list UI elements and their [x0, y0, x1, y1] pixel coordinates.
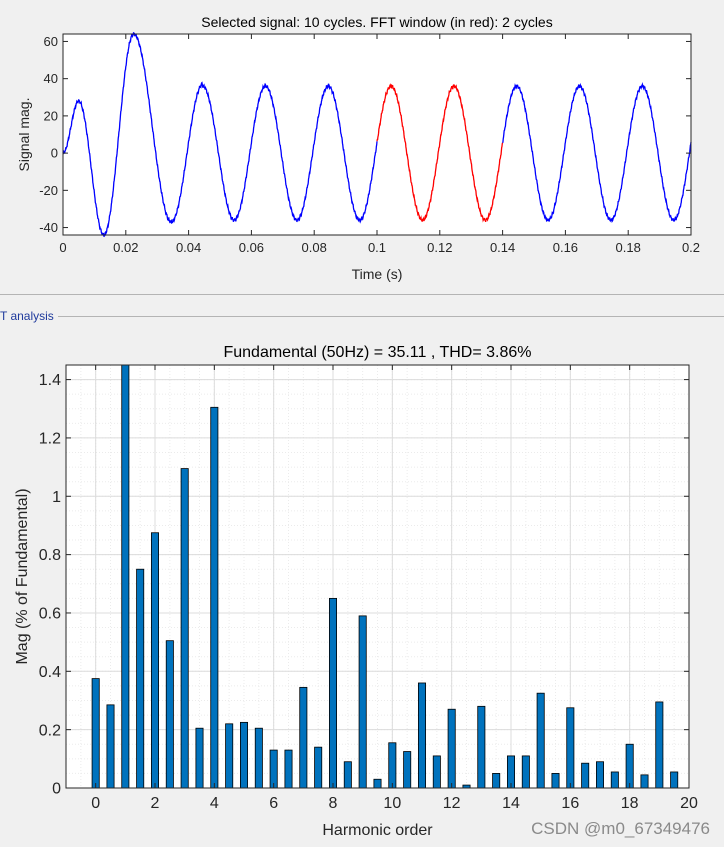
harmonic-x-tick-label: 16 — [561, 795, 579, 812]
harmonic-bar — [655, 701, 664, 789]
harmonic-decor: 0 2 4 6 8 10 12 14 16 18 20 0 0.2 0.4 0.6 0.8 1 1.2 1.4 — [39, 364, 698, 812]
harmonic-axes-box — [65, 364, 690, 789]
harmonic-bar — [566, 707, 575, 789]
harmonic-x-tick-label: 10 — [383, 795, 401, 812]
harmonic-bar — [432, 755, 441, 789]
signal-x-tick-label: 0.08 — [302, 240, 327, 255]
signal-line-after-window — [502, 82, 692, 224]
signal-axes — [63, 34, 691, 235]
signal-x-tick-label: 0.1 — [368, 240, 386, 255]
harmonic-bar — [150, 532, 159, 789]
harmonic-x-label: Harmonic order — [322, 822, 433, 839]
harmonic-bar — [269, 749, 278, 789]
harmonic-y-tick-label: 0.4 — [39, 664, 61, 681]
harmonic-bar — [225, 723, 234, 789]
harmonic-bar — [417, 682, 426, 789]
harmonic-bar — [328, 597, 337, 789]
harmonic-bar — [314, 746, 323, 789]
signal-x-tick-label: 0.2 — [682, 240, 700, 255]
harmonic-axes — [65, 364, 690, 789]
harmonic-bar — [521, 755, 530, 789]
harmonic-y-tick-label: 0.8 — [39, 547, 61, 564]
harmonic-bar — [581, 762, 590, 789]
signal-line-before-window — [62, 32, 378, 238]
panel-border — [0, 316, 724, 317]
harmonic-bars — [91, 364, 679, 789]
harmonic-bar — [239, 721, 248, 789]
harmonic-bar — [670, 771, 679, 789]
harmonic-y-tick-label: 1.2 — [39, 431, 61, 448]
signal-x-tick-label: 0.14 — [490, 240, 515, 255]
harmonic-bar — [254, 727, 263, 789]
harmonic-y-tick-label: 0.2 — [39, 722, 61, 739]
harmonic-x-tick-label: 14 — [502, 795, 520, 812]
harmonic-bar — [299, 686, 308, 789]
signal-y-tick-label: 0 — [51, 146, 58, 161]
harmonic-bar — [358, 615, 367, 789]
fft-panel-title: T analysis — [0, 309, 58, 323]
harmonic-bar — [121, 364, 130, 789]
signal-plot-area — [63, 34, 691, 235]
signal-x-tick-label: 0.12 — [427, 240, 452, 255]
signal-x-tick-label: 0.06 — [239, 240, 264, 255]
harmonic-bar — [91, 678, 100, 789]
harmonic-bar — [596, 761, 605, 789]
panel-separator — [0, 294, 724, 295]
signal-x-label: Time (s) — [352, 266, 403, 282]
harmonic-bar — [210, 406, 219, 789]
harmonic-y-tick-label: 1 — [52, 489, 61, 506]
harmonic-x-tick-label: 8 — [329, 795, 338, 812]
harmonic-bar — [284, 749, 293, 789]
signal-x-tick-label: 0 — [59, 240, 66, 255]
signal-y-tick-label: -20 — [39, 183, 58, 198]
harmonic-bar — [165, 640, 174, 789]
harmonic-bar — [536, 692, 545, 789]
signal-x-tick-label: 0.02 — [113, 240, 138, 255]
signal-x-tick-label: 0.04 — [176, 240, 201, 255]
harmonic-x-tick-label: 0 — [91, 795, 100, 812]
signal-y-tick-label: 60 — [44, 34, 58, 49]
harmonic-y-tick-label: 0 — [52, 781, 61, 798]
watermark: CSDN @m0_67349476 — [531, 819, 710, 838]
harmonic-bar — [106, 704, 115, 789]
harmonic-bar — [447, 708, 456, 789]
harmonic-bar — [373, 778, 382, 789]
signal-x-tick-label: 0.18 — [616, 240, 641, 255]
harmonic-bar — [551, 773, 560, 789]
fft-window-line — [376, 83, 504, 223]
harmonic-bar — [477, 705, 486, 789]
harmonic-bar — [492, 773, 501, 789]
harmonic-bar — [610, 771, 619, 789]
harmonic-bar — [195, 727, 204, 789]
harmonic-bar — [343, 761, 352, 789]
signal-y-label: Signal mag. — [16, 98, 32, 172]
harmonic-bar — [640, 774, 649, 789]
signal-x-tick-label: 0.16 — [553, 240, 578, 255]
harmonic-bar — [136, 568, 145, 789]
signal-title: Selected signal: 10 cycles. FFT window (… — [201, 14, 552, 30]
signal-y-tick-label: 20 — [44, 108, 58, 123]
harmonic-x-tick-label: 12 — [443, 795, 461, 812]
harmonic-x-tick-label: 18 — [621, 795, 639, 812]
harmonic-y-tick-label: 1.4 — [39, 372, 61, 389]
harmonic-bar — [403, 751, 412, 789]
harmonic-x-tick-label: 4 — [210, 795, 219, 812]
harmonic-bar — [388, 742, 397, 789]
signal-y-tick-label: -40 — [39, 220, 58, 235]
harmonic-y-label: Mag (% of Fundamental) — [14, 488, 31, 664]
harmonic-y-tick-label: 0.6 — [39, 606, 61, 623]
harmonic-x-tick-label: 2 — [151, 795, 160, 812]
harmonic-bar — [180, 468, 189, 789]
harmonic-bar — [625, 743, 634, 789]
harmonic-x-tick-label: 20 — [680, 795, 698, 812]
harmonic-title: Fundamental (50Hz) = 35.11 , THD= 3.86% — [223, 344, 531, 361]
signal-decor: 0 0.02 0.04 0.06 0.08 0.1 0.12 0.14 0.16 0.18 0.2 -… — [39, 33, 700, 255]
harmonic-x-tick-label: 6 — [269, 795, 278, 812]
signal-y-tick-label: 40 — [44, 71, 58, 86]
